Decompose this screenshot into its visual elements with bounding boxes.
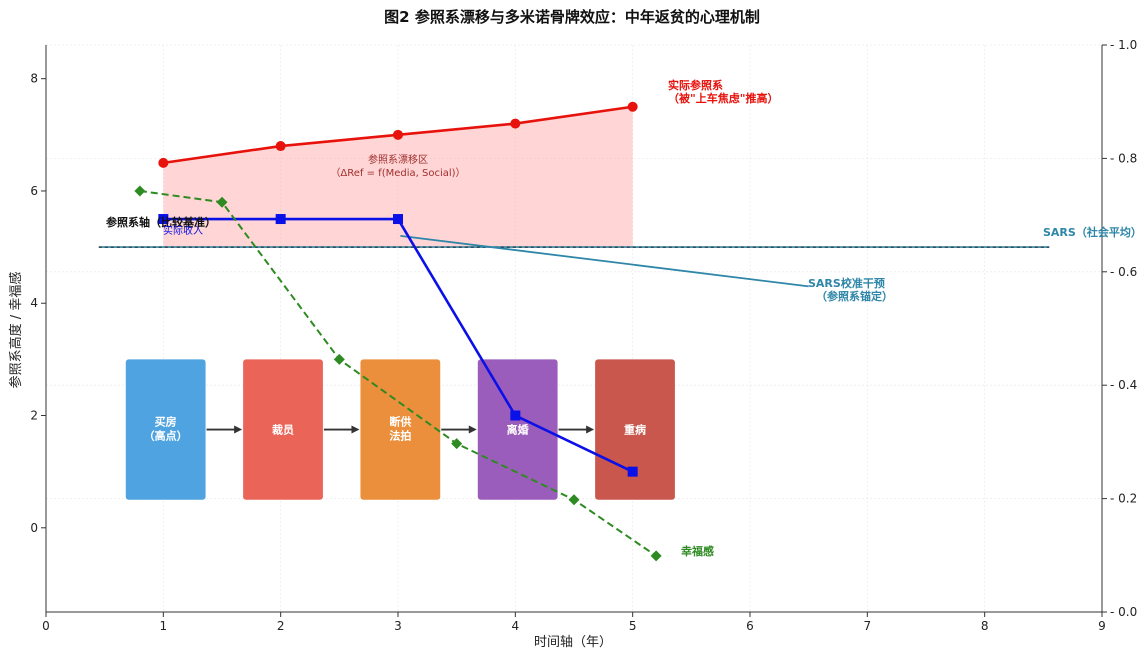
income-series-label: 实际收入 bbox=[163, 224, 203, 237]
data-point bbox=[650, 550, 662, 562]
data-point bbox=[627, 101, 638, 112]
domino-box-label: 裁员 bbox=[272, 423, 294, 437]
data-point bbox=[451, 438, 463, 450]
drift-region-formula: （ΔRef = f(Media, Social)） bbox=[330, 167, 465, 179]
x-tick-label: 4 bbox=[512, 619, 520, 633]
data-point bbox=[134, 185, 146, 197]
domino-arrow-head bbox=[234, 425, 243, 434]
domino-arrow-head bbox=[468, 425, 477, 434]
domino-box bbox=[360, 359, 441, 500]
y2-tick-label: - 0.6 bbox=[1110, 265, 1137, 279]
chart-title: 图2 参照系漂移与多米诺骨牌效应：中年返贫的心理机制 bbox=[384, 8, 760, 26]
axes: 0 1 2 3 4 5 6 7 8 9 0 2 4 6 8 - 0.0 - 0.2 - 0.4 - 0.6 - 0.8… bbox=[30, 38, 1137, 633]
domino-box-label: 重病 bbox=[624, 423, 646, 437]
data-point bbox=[275, 214, 286, 225]
x-tick-label: 8 bbox=[981, 619, 989, 633]
y-tick-label: 0 bbox=[30, 521, 38, 535]
baseline-label: 参照系轴（比较基准） bbox=[106, 215, 216, 229]
drift-region-area bbox=[163, 106, 633, 248]
data-point bbox=[216, 196, 228, 208]
x-tick-label: 5 bbox=[629, 619, 637, 633]
data-point bbox=[158, 157, 169, 168]
y2-tick-label: - 0.0 bbox=[1110, 605, 1137, 619]
data-point bbox=[275, 141, 286, 152]
x-tick-label: 1 bbox=[160, 619, 168, 633]
drift-region-label: 参照系漂移区 bbox=[368, 153, 428, 166]
domino-arrow-head bbox=[351, 425, 360, 434]
sars-intervention-pointer bbox=[400, 234, 809, 288]
domino-arrow-head bbox=[586, 425, 595, 434]
y-tick-label: 8 bbox=[30, 72, 38, 86]
domino-box-label: 法拍 bbox=[389, 429, 411, 443]
x-tick-label: 9 bbox=[1098, 619, 1106, 633]
x-tick-label: 7 bbox=[864, 619, 872, 633]
sars-line-label: SARS（社会平均） bbox=[1043, 225, 1142, 239]
data-point bbox=[158, 214, 169, 225]
y-tick-label: 6 bbox=[30, 184, 38, 198]
ref-series-note: （被"上车焦虑"推高） bbox=[668, 91, 778, 105]
x-tick-label: 0 bbox=[42, 619, 50, 633]
data-point bbox=[393, 129, 403, 140]
domino-box bbox=[243, 359, 323, 500]
sars-intervention-note: （参照系锚定） bbox=[816, 289, 893, 303]
data-point bbox=[510, 410, 521, 421]
y2-tick-label: - 0.2 bbox=[1110, 492, 1137, 506]
domino-box bbox=[477, 359, 558, 500]
data-point bbox=[393, 214, 403, 225]
domino-box-label: 断供 bbox=[389, 415, 411, 429]
annotations: 实际参照系（被"上车焦虑"推高） 参照系轴（比较基准）实际收入 SARS（社会平均）… bbox=[106, 78, 1142, 558]
drift-region: 参照系漂移区（ΔRef = f(Media, Social)） bbox=[98, 106, 1050, 248]
data-point bbox=[333, 353, 345, 365]
sars-intervention-label: SARS校准干预 bbox=[808, 276, 885, 290]
y-tick-label: 4 bbox=[30, 296, 38, 310]
domino-box-label: （高点） bbox=[144, 429, 188, 443]
x-axis-label: 时间轴（年） bbox=[534, 635, 612, 650]
domino-box-label: 离婚 bbox=[507, 423, 529, 437]
x-tick-label: 3 bbox=[394, 619, 402, 633]
domino-box-label: 买房 bbox=[155, 415, 177, 429]
y2-tick-label: - 0.4 bbox=[1110, 378, 1137, 392]
y-tick-label: 2 bbox=[30, 409, 38, 423]
y-axis-label: 参照系高度 / 幸福感 bbox=[8, 272, 24, 389]
x-tick-label: 2 bbox=[277, 619, 285, 633]
data-point bbox=[627, 466, 638, 477]
x-tick-label: 6 bbox=[746, 619, 754, 633]
data-point bbox=[568, 494, 580, 506]
series-lines bbox=[134, 101, 809, 562]
y2-tick-label: - 1.0 bbox=[1110, 38, 1137, 52]
domino-box bbox=[125, 359, 206, 500]
happiness-series-label: 幸福感 bbox=[681, 544, 714, 558]
data-point bbox=[510, 118, 521, 129]
ref-series-label: 实际参照系 bbox=[668, 78, 723, 92]
y2-tick-label: - 0.8 bbox=[1110, 151, 1137, 165]
series-line bbox=[139, 189, 657, 557]
